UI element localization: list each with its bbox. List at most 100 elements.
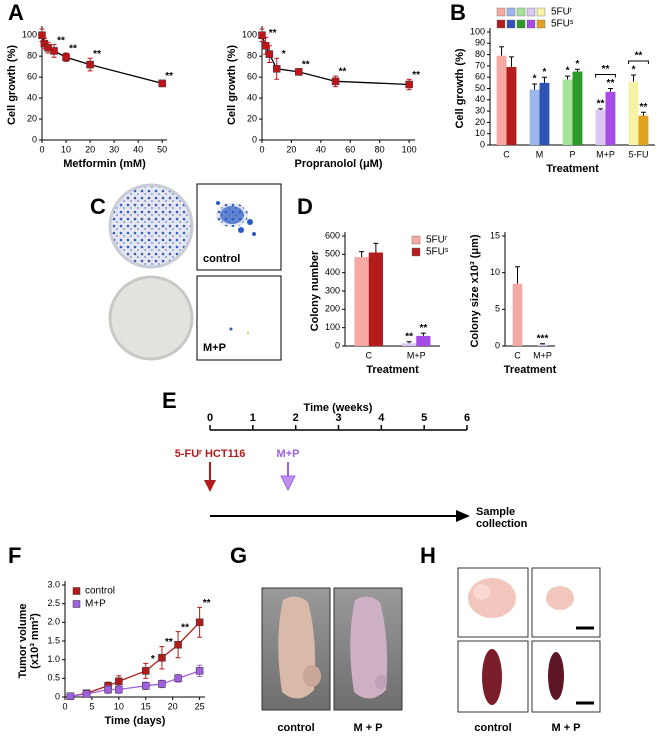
treatment-label: M+P bbox=[277, 448, 300, 460]
marker bbox=[142, 682, 150, 690]
panel-letter: D bbox=[297, 194, 313, 219]
error-bar bbox=[420, 332, 426, 336]
error-bar bbox=[565, 75, 571, 80]
legend-swatch bbox=[496, 7, 506, 17]
tumor bbox=[546, 586, 574, 610]
tumor bbox=[303, 665, 321, 687]
tumor bbox=[468, 578, 516, 618]
x-tick-label: C bbox=[366, 350, 373, 360]
y-tick-label: 5 bbox=[495, 304, 500, 314]
colony-photos: control M+P bbox=[108, 183, 282, 361]
y-tick-label: 40 bbox=[475, 94, 485, 104]
timeline-tick-label: 4 bbox=[378, 412, 385, 424]
y-tick-label: 80 bbox=[27, 51, 37, 61]
y-tick-label: 600 bbox=[325, 230, 340, 240]
marker bbox=[104, 685, 112, 694]
y-tick-label: 40 bbox=[247, 92, 257, 102]
y-axis-label: Cell growth (%) bbox=[226, 45, 238, 125]
significance: * bbox=[151, 654, 155, 665]
significance: ** bbox=[405, 331, 413, 342]
marker bbox=[38, 31, 46, 39]
y-tick-label: 500 bbox=[325, 249, 340, 259]
x-tick-label: 0 bbox=[39, 144, 44, 154]
photo-label: M + P bbox=[353, 722, 382, 734]
photo-label: control bbox=[203, 253, 240, 265]
legend-marker bbox=[72, 600, 81, 608]
y-tick-label: 100 bbox=[22, 30, 37, 40]
timeline-tick-label: 1 bbox=[250, 412, 256, 424]
bar bbox=[496, 55, 507, 146]
marker bbox=[331, 77, 340, 86]
treatment-arrowhead bbox=[280, 475, 296, 492]
x-tick-label: 15 bbox=[141, 701, 151, 711]
significance: ** bbox=[269, 28, 277, 39]
bar bbox=[605, 91, 616, 145]
photo-frame bbox=[196, 275, 282, 361]
tumor bbox=[375, 675, 387, 689]
legend-label: control bbox=[85, 586, 115, 597]
x-tick-label: 5-FU bbox=[629, 149, 649, 159]
bar bbox=[529, 89, 540, 145]
y-axis-label: (x10³ mm³) bbox=[29, 613, 41, 669]
y-tick-label: 0 bbox=[335, 340, 340, 350]
dish bbox=[108, 183, 194, 269]
legend-label: 5FUˢ bbox=[426, 247, 449, 258]
error-bar bbox=[598, 108, 604, 110]
significance: ** bbox=[607, 78, 615, 89]
bar bbox=[539, 82, 550, 145]
x-tick-label: 40 bbox=[133, 144, 143, 154]
bar bbox=[638, 115, 649, 145]
legend-label: 5FUˢ bbox=[551, 19, 574, 30]
y-tick-label: 10 bbox=[475, 128, 485, 138]
error-bar bbox=[532, 83, 538, 90]
y-axis-label: Colony number bbox=[309, 250, 321, 331]
panel-letter: G bbox=[230, 543, 247, 568]
time-arrowhead bbox=[456, 510, 470, 522]
x-tick-label: 60 bbox=[345, 144, 355, 154]
timeline-tick-label: 3 bbox=[335, 412, 341, 424]
significance: ** bbox=[419, 323, 427, 334]
y-axis-label: Cell growth (%) bbox=[6, 45, 18, 125]
significance: ** bbox=[640, 102, 648, 113]
y-tick-label: 80 bbox=[247, 51, 257, 61]
significance: ** bbox=[93, 49, 101, 60]
marker bbox=[405, 80, 413, 89]
x-tick-label: 5 bbox=[89, 701, 94, 711]
x-tick-label: 30 bbox=[109, 144, 119, 154]
y-axis-label: Cell growth (%) bbox=[454, 48, 466, 128]
x-tick-label: M+P bbox=[533, 350, 552, 360]
error-bar bbox=[640, 111, 646, 116]
marker bbox=[62, 53, 70, 61]
x-tick-label: 100 bbox=[402, 144, 417, 154]
colony bbox=[247, 332, 249, 334]
marker bbox=[86, 60, 94, 69]
panel-letter: A bbox=[8, 0, 24, 25]
x-axis-label: Treatment bbox=[546, 163, 599, 175]
bar bbox=[628, 81, 639, 145]
y-tick-label: 70 bbox=[475, 60, 485, 70]
y-tick-label: 60 bbox=[475, 72, 485, 82]
timeline-title: Time (weeks) bbox=[304, 402, 373, 414]
error-bar bbox=[540, 343, 545, 345]
y-axis-label: Tumor volume bbox=[17, 604, 29, 679]
y-tick-label: 1.5 bbox=[47, 635, 60, 645]
error-bar bbox=[607, 88, 613, 92]
x-tick-label: 50 bbox=[157, 144, 167, 154]
y-tick-label: 40 bbox=[27, 92, 37, 102]
y-tick-label: 15 bbox=[490, 230, 500, 240]
significance: * bbox=[632, 65, 636, 76]
y-tick-label: 0 bbox=[32, 134, 37, 144]
bracket-label: ** bbox=[602, 64, 610, 75]
y-tick-label: 300 bbox=[325, 285, 340, 295]
x-tick-label: M+P bbox=[596, 149, 615, 159]
error-bar bbox=[508, 56, 514, 68]
marker bbox=[195, 618, 204, 627]
photo-frame bbox=[531, 640, 601, 713]
x-tick-label: C bbox=[503, 149, 510, 159]
timeline-tick-label: 5 bbox=[421, 412, 427, 424]
y-tick-label: 200 bbox=[325, 304, 340, 314]
marker bbox=[272, 65, 281, 73]
error-bar bbox=[373, 242, 379, 253]
marker bbox=[195, 667, 204, 675]
